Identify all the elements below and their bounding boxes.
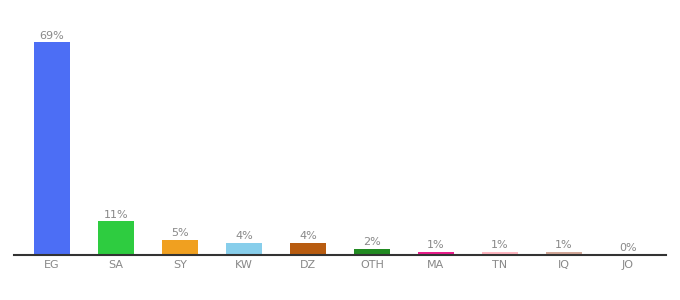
Text: 5%: 5%	[171, 228, 189, 238]
Bar	[482, 252, 517, 255]
Bar	[418, 252, 454, 255]
Text: 69%: 69%	[39, 31, 65, 41]
Bar	[354, 249, 390, 255]
Bar	[35, 43, 69, 255]
Text: 11%: 11%	[103, 210, 129, 220]
Text: 2%: 2%	[363, 237, 381, 247]
Text: 1%: 1%	[427, 240, 445, 250]
Text: 1%: 1%	[555, 240, 573, 250]
Bar	[163, 240, 198, 255]
Text: 4%: 4%	[299, 231, 317, 241]
Bar	[290, 243, 326, 255]
Text: 1%: 1%	[491, 240, 509, 250]
Bar	[226, 243, 262, 255]
Text: 0%: 0%	[619, 244, 636, 254]
Bar	[547, 252, 581, 255]
Bar	[99, 221, 133, 255]
Text: 4%: 4%	[235, 231, 253, 241]
